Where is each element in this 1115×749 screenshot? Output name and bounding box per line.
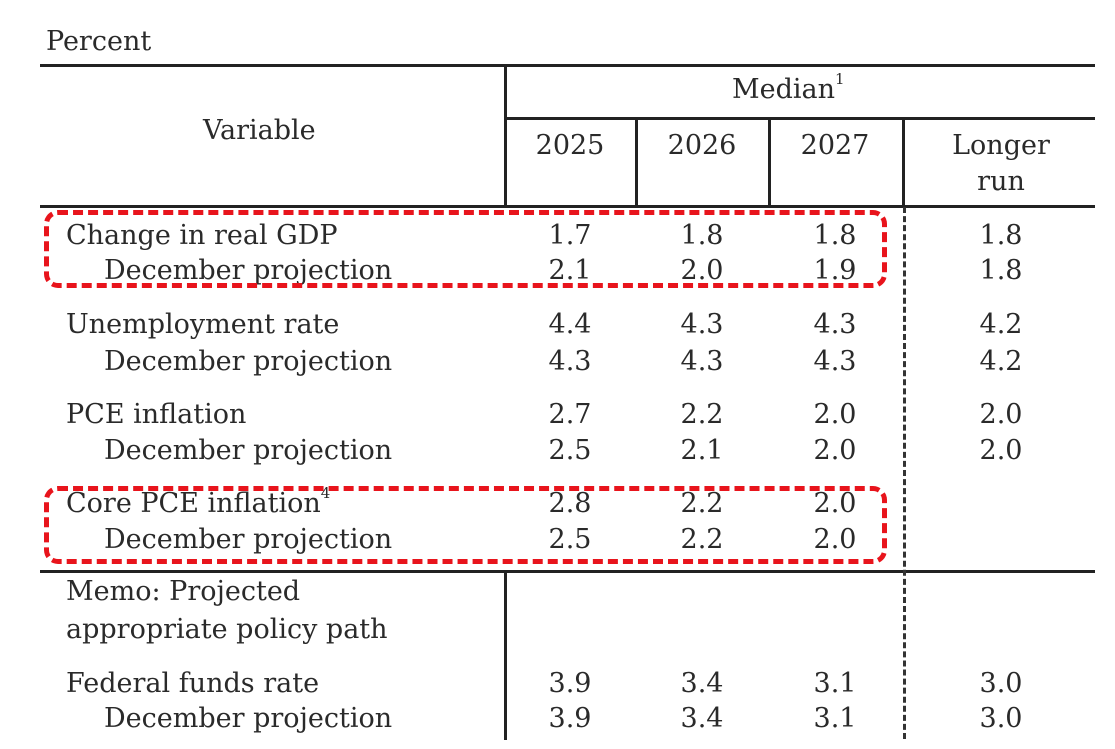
cell-ffr-2027: 3.1 [813,668,857,699]
year-divider-1 [635,117,638,206]
cell-core-2025: 2.8 [548,488,592,519]
memo-line-1: Memo: Projected [66,576,301,607]
year-divider-2 [768,117,771,206]
row-label-core-pce-december: December projection [104,524,393,555]
longer-run-line2: run [977,166,1025,197]
cell-pce-dec-2025: 2.5 [548,435,592,466]
memo-line-2: appropriate policy path [66,614,388,645]
median-header: Median1 [732,70,845,105]
cell-gdp-2027: 1.8 [813,220,857,251]
highlight-box-gdp [44,210,887,288]
cell-core-2027: 2.0 [813,488,857,519]
cell-unemp-longer-run: 4.2 [979,309,1023,340]
cell-unemp-dec-2026: 4.3 [680,346,724,377]
longer-run-dashed-divider [903,207,906,739]
row-label-pce: PCE inflation [66,399,247,430]
row-label-gdp: Change in real GDP [66,220,338,251]
longer-run-line1: Longer [952,130,1050,161]
highlight-box-core-pce [44,486,887,564]
cell-ffr-dec-longer-run: 3.0 [979,703,1023,734]
variable-divider-header [504,64,507,206]
cell-unemp-2027: 4.3 [813,309,857,340]
cell-unemp-2025: 4.4 [548,309,592,340]
cell-gdp-2026: 1.8 [680,220,724,251]
cell-gdp-dec-2026: 2.0 [680,255,724,286]
cell-ffr-dec-2025: 3.9 [548,703,592,734]
cell-core-dec-2027: 2.0 [813,524,857,555]
cell-ffr-longer-run: 3.0 [979,668,1023,699]
variable-header: Variable [203,115,316,146]
row-label-pce-december: December projection [104,435,393,466]
cell-core-dec-2026: 2.2 [680,524,724,555]
year-2025: 2025 [535,130,605,161]
cell-gdp-dec-longer-run: 1.8 [979,255,1023,286]
cell-gdp-longer-run: 1.8 [979,220,1023,251]
year-2027: 2027 [800,130,870,161]
cell-unemp-2026: 4.3 [680,309,724,340]
variable-divider-memo [504,570,507,740]
row-label-federal-funds: Federal funds rate [66,668,320,699]
cell-ffr-dec-2027: 3.1 [813,703,857,734]
unit-label: Percent [46,26,152,57]
cell-pce-longer-run: 2.0 [979,399,1023,430]
cell-ffr-2025: 3.9 [548,668,592,699]
cell-pce-2025: 2.7 [548,399,592,430]
cell-ffr-dec-2026: 3.4 [680,703,724,734]
cell-ffr-2026: 3.4 [680,668,724,699]
cell-pce-dec-2027: 2.0 [813,435,857,466]
row-label-core-pce: Core PCE inflation4 [66,484,331,519]
cell-gdp-2025: 1.7 [548,220,592,251]
cell-unemp-dec-longer-run: 4.2 [979,346,1023,377]
memo-rule [40,570,1095,573]
row-label-unemployment-december: December projection [104,346,393,377]
median-underline [505,117,1095,120]
cell-core-2026: 2.2 [680,488,724,519]
longer-run-divider [902,117,905,206]
row-label-unemployment: Unemployment rate [66,309,340,340]
cell-unemp-dec-2025: 4.3 [548,346,592,377]
row-label-federal-funds-december: December projection [104,703,393,734]
cell-unemp-dec-2027: 4.3 [813,346,857,377]
core-pce-footnote: 4 [320,484,331,502]
header-bottom-rule [40,205,1095,208]
cell-pce-2027: 2.0 [813,399,857,430]
year-2026: 2026 [667,130,737,161]
cell-gdp-dec-2025: 2.1 [548,255,592,286]
median-footnote: 1 [835,70,845,88]
cell-core-dec-2025: 2.5 [548,524,592,555]
top-rule [40,64,1095,67]
row-label-gdp-december: December projection [104,255,393,286]
cell-gdp-dec-2027: 1.9 [813,255,857,286]
cell-pce-2026: 2.2 [680,399,724,430]
cell-pce-dec-longer-run: 2.0 [979,435,1023,466]
cell-pce-dec-2026: 2.1 [680,435,724,466]
